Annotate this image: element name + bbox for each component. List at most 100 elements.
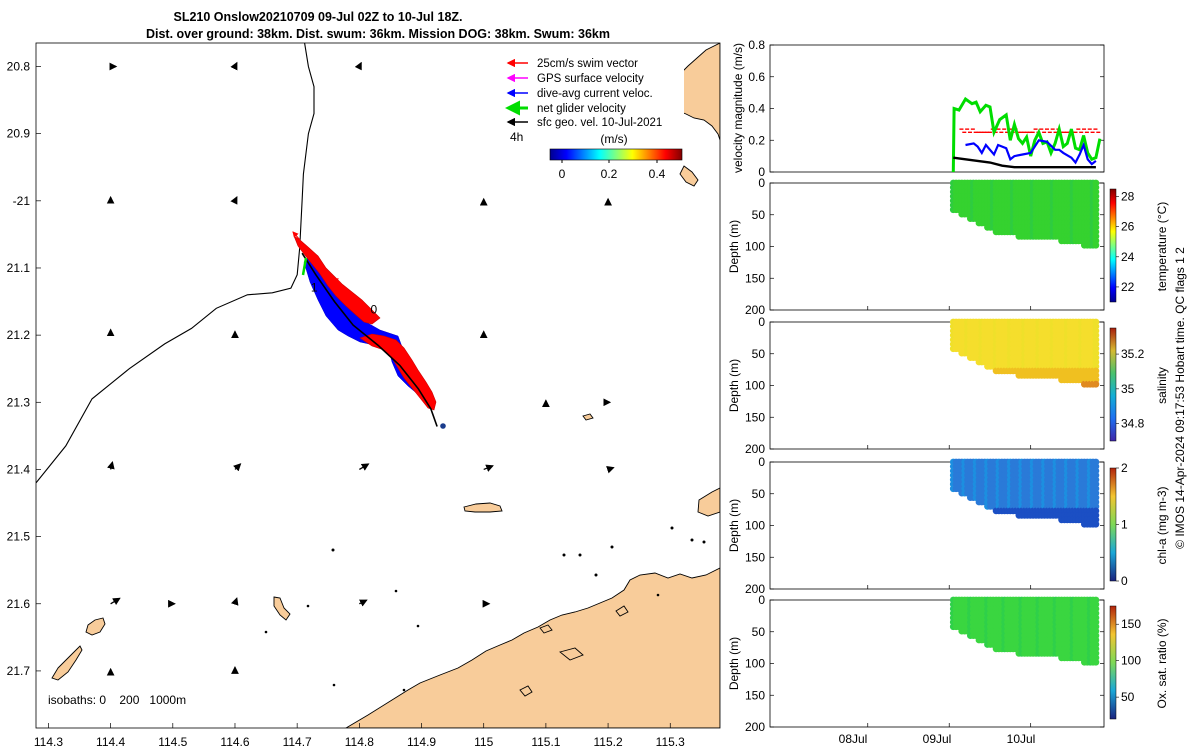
sfc-current-arrow: [359, 463, 370, 471]
figure-title-line2: Dist. over ground: 38km. Dist. swum: 36k…: [146, 27, 610, 41]
map-y-tick-label: 20.9: [7, 127, 31, 141]
map-legend: 25cm/s swim vector GPS surface velocity …: [500, 52, 684, 134]
island-small-5: [519, 685, 533, 697]
island-west-1: [85, 617, 106, 636]
temperature-y-tick-label: 150: [745, 271, 765, 285]
map-y-tick-label: 21.6: [7, 597, 31, 611]
velocity-series-line: [951, 96, 1102, 173]
mainland-coast: [345, 567, 720, 728]
velocity-y-tick-label: 0: [758, 165, 765, 179]
legend-item-gps: GPS surface velocity: [506, 73, 644, 85]
isobaths-label: isobaths: 0 200 1000m: [48, 693, 186, 707]
sfc-current-arrow: [230, 196, 238, 205]
map-x-tick-label: 115.2: [594, 735, 623, 749]
temperature-colorbar: [1109, 188, 1117, 303]
chla-colorbar-tick: 1: [1121, 518, 1128, 532]
oxygen-y-tick-label: 200: [745, 720, 765, 734]
oxygen-ylabel: Depth (m): [727, 637, 741, 690]
chla-y-tick-label: 50: [752, 487, 766, 501]
x-tick-09jul: 09Jul: [923, 732, 952, 746]
sfc-current-arrow: [354, 61, 362, 71]
map-x-tick-label: 114.3: [34, 735, 63, 749]
temperature-y-tick-label: 50: [752, 208, 766, 222]
map-y-tick-label: 21.4: [7, 462, 31, 476]
svg-text:25cm/s swim vector: 25cm/s swim vector: [537, 58, 638, 70]
temperature-colorbar-tick: 28: [1121, 190, 1135, 204]
svg-text:dive-avg current veloc.: dive-avg current veloc.: [537, 88, 653, 100]
island-east: [697, 487, 720, 517]
temperature-y-tick-label: 0: [758, 176, 765, 190]
svg-text:GPS surface velocity: GPS surface velocity: [537, 73, 644, 85]
island-small-2: [559, 647, 584, 661]
chla-ylabel: Depth (m): [727, 499, 741, 552]
island-mid-1: [273, 596, 291, 621]
salinity-y-tick-label: 50: [752, 347, 766, 361]
svg-text:(m/s): (m/s): [600, 132, 627, 146]
map-y-tick-label: 21.5: [7, 530, 31, 544]
salinity-colorbar-tick: 35.2: [1121, 347, 1145, 361]
map-y-tick-label: 21.1: [7, 261, 31, 275]
map-x-ticks: 114.3 114.4 114.5 114.6 114.7 114.8 114.9 115 11…: [34, 723, 685, 749]
salinity-y-tick-label: 100: [745, 379, 765, 393]
sfc-current-arrow: [107, 460, 115, 470]
map-y-tick-label: 21.3: [7, 395, 31, 409]
map-y-tick-label: 20.8: [7, 60, 31, 74]
temperature-y-tick-label: 200: [745, 303, 765, 317]
temperature-y-tick-label: 100: [745, 240, 765, 254]
track-annotation-1: 1: [311, 280, 318, 294]
sfc-current-arrow: [233, 463, 242, 472]
legend-item-net: net glider velocity: [505, 100, 626, 116]
chla-panel: 0 50 100 150 200 Depth (m) 0 1 2 chl-a (mg m-3): [727, 455, 1169, 596]
x-tick-10jul: 10Jul: [1007, 732, 1036, 746]
map-x-tick-label: 114.7: [283, 735, 312, 749]
velocity-y-tick-label: 0.6: [748, 70, 765, 84]
x-tick-08jul: 08Jul: [839, 732, 868, 746]
sfc-current-arrow: [231, 597, 239, 606]
map-y-tick-label: 21.7: [7, 664, 31, 678]
salinity-colorbar-tick: 35: [1121, 382, 1135, 396]
salinity-ylabel: Depth (m): [727, 359, 741, 412]
chla-y-tick-label: 150: [745, 550, 765, 564]
oxygen-colorbar-tick: 150: [1121, 617, 1141, 631]
salinity-y-tick-label: 200: [745, 442, 765, 456]
velocity-series: [951, 96, 1102, 173]
isobath-line: [36, 43, 315, 484]
oxygen-y-tick-label: 100: [745, 657, 765, 671]
temperature-colorbar-label: temperature (°C): [1155, 202, 1169, 292]
time-axis: 08Jul 09Jul 10Jul: [839, 732, 1036, 746]
swim-vector-ticks: [292, 231, 427, 389]
temperature-colorbar-tick: 22: [1121, 280, 1135, 294]
oxygen-colorbar-tick: 100: [1121, 654, 1141, 668]
svg-text:0.2: 0.2: [601, 167, 618, 181]
map-y-ticks: 20.8 20.9 -21 21.1 21.2 21.3 21.4 21.5 21.6 21.7: [7, 60, 41, 678]
velocity-series-line: [965, 139, 1097, 166]
temperature-section-field: [949, 179, 1100, 249]
svg-text:sfc geo. vel. 10-Jul-2021: sfc geo. vel. 10-Jul-2021: [537, 117, 662, 129]
oxygen-section-field: [949, 596, 1100, 666]
salinity-panel: 0 50 100 150 200 Depth (m) 34.8 35 35.2 salinity: [727, 315, 1169, 456]
map-colorbar: (m/s) 0 0.2 0.4: [549, 132, 683, 181]
map-x-tick-label: 115: [474, 735, 493, 749]
oxygen-y-tick-label: 50: [752, 625, 766, 639]
map-x-tick-label: 114.5: [158, 735, 187, 749]
oxygen-y-tick-label: 150: [745, 688, 765, 702]
velocity-y-tick-label: 0.2: [748, 133, 765, 147]
island-small-3: [539, 624, 553, 634]
sfc-current-arrow: [606, 466, 615, 474]
chla-colorbar: [1109, 467, 1117, 582]
velocity-y-tick-label: 0.8: [748, 38, 765, 52]
map-x-tick-label: 115.3: [656, 735, 685, 749]
legend-item-sfc: sfc geo. vel. 10-Jul-2021: [506, 117, 662, 129]
map-x-tick-label: 114.4: [96, 735, 125, 749]
salinity-colorbar-label: salinity: [1155, 367, 1169, 404]
velocity-panel: 0 0.2 0.4 0.6 0.8 velocity magnitude (m/s): [731, 38, 1105, 179]
oxygen-panel: 0 50 100 150 200 Depth (m) 50 100 150 Ox. sat. ra…: [727, 593, 1169, 734]
time-marker: 4h: [510, 130, 523, 144]
map-x-tick-label: 114.8: [345, 735, 374, 749]
svg-text:net glider velocity: net glider velocity: [537, 103, 626, 115]
oxygen-colorbar: [1109, 605, 1117, 720]
chla-y-tick-label: 100: [745, 519, 765, 533]
salinity-section-field: [949, 318, 1100, 388]
temperature-colorbar-tick: 26: [1121, 220, 1135, 234]
oxygen-colorbar-label: Ox. sat. ratio (%): [1155, 618, 1169, 708]
